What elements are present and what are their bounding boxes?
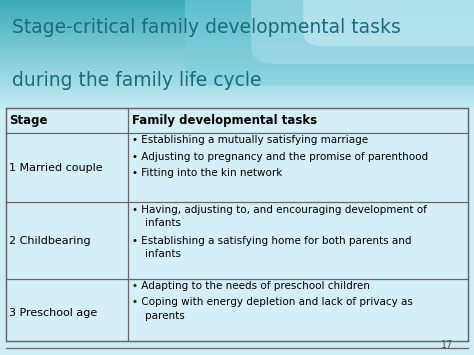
Text: 2 Childbearing: 2 Childbearing	[9, 235, 91, 246]
Text: Stage: Stage	[9, 114, 48, 127]
Text: Family developmental tasks: Family developmental tasks	[132, 114, 317, 127]
FancyBboxPatch shape	[185, 0, 474, 85]
Bar	[6, 108, 468, 341]
Text: 3 Preschool age: 3 Preschool age	[9, 308, 98, 318]
FancyBboxPatch shape	[303, 0, 474, 46]
Text: • Adapting to the needs of preschool children: • Adapting to the needs of preschool chi…	[132, 281, 370, 291]
Text: • Adjusting to pregnancy and the promise of parenthood: • Adjusting to pregnancy and the promise…	[132, 152, 428, 162]
Text: 1 Married couple: 1 Married couple	[9, 163, 103, 173]
Text: • Having, adjusting to, and encouraging development of
    infants: • Having, adjusting to, and encouraging …	[132, 204, 427, 228]
Text: 17: 17	[441, 340, 453, 350]
Text: • Fitting into the kin network: • Fitting into the kin network	[132, 168, 283, 178]
Text: during the family life cycle: during the family life cycle	[12, 71, 261, 90]
Text: • Establishing a mutually satisfying marriage: • Establishing a mutually satisfying mar…	[132, 135, 368, 146]
Text: Stage-critical family developmental tasks: Stage-critical family developmental task…	[12, 18, 401, 37]
Text: • Coping with energy depletion and lack of privacy as
    parents: • Coping with energy depletion and lack …	[132, 297, 413, 321]
FancyBboxPatch shape	[251, 0, 474, 64]
Text: • Establishing a satisfying home for both parents and
    infants: • Establishing a satisfying home for bot…	[132, 236, 411, 259]
